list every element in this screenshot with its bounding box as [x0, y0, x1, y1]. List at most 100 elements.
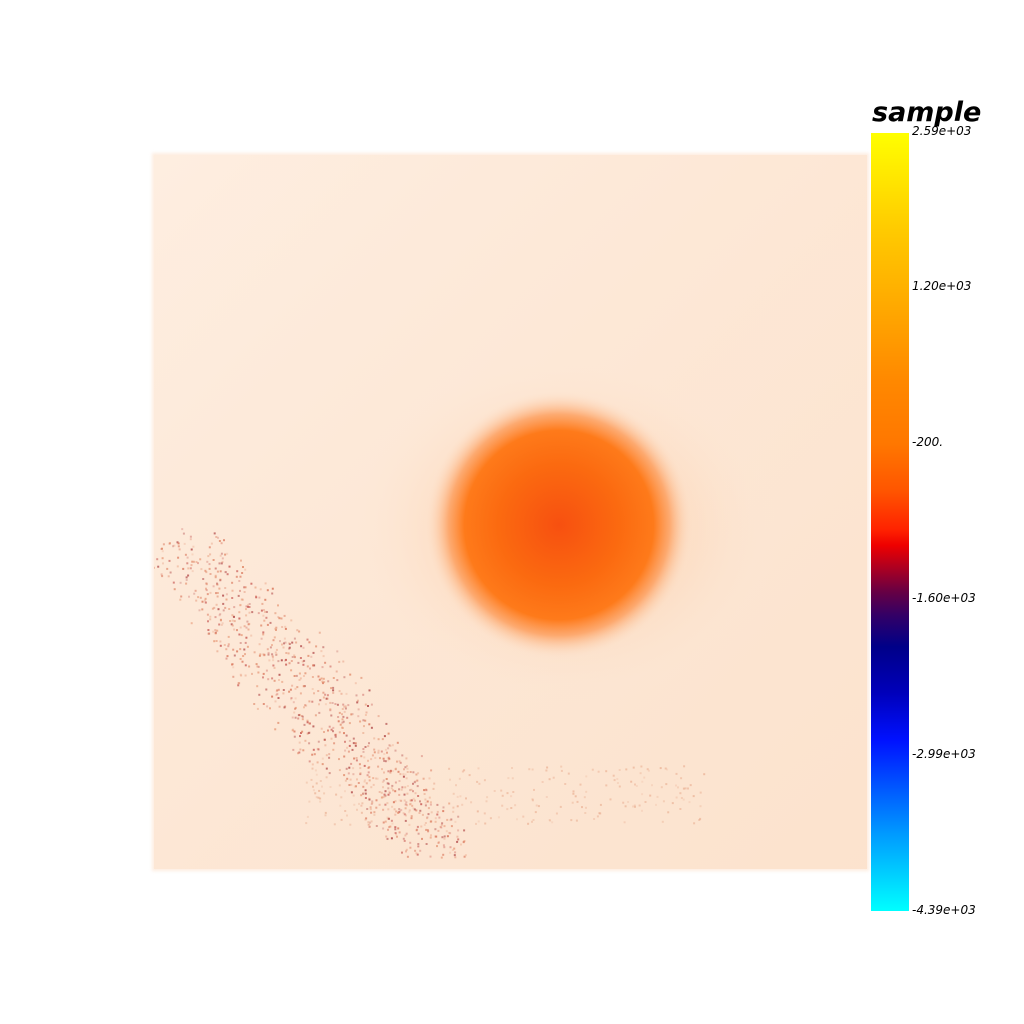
speckle — [328, 725, 331, 728]
speckle — [262, 653, 265, 656]
speckle — [457, 829, 460, 832]
speckle — [429, 820, 432, 823]
speckle — [404, 803, 407, 806]
speckle — [316, 761, 319, 764]
speckle — [430, 834, 432, 837]
speckle — [310, 778, 313, 781]
speckle — [321, 763, 324, 766]
speckle — [367, 705, 369, 707]
volume-render — [154, 155, 867, 869]
speckle — [493, 790, 496, 792]
speckle — [271, 587, 274, 590]
speckle — [209, 553, 212, 556]
speckle — [440, 824, 443, 826]
speckle — [415, 829, 418, 832]
speckle — [427, 807, 430, 810]
speckle — [226, 655, 229, 658]
speckle — [459, 795, 462, 798]
speckle — [500, 789, 503, 792]
speckle — [378, 803, 381, 806]
speckle — [206, 593, 209, 596]
speckle — [682, 787, 685, 790]
speckle — [219, 554, 222, 557]
speckle — [332, 689, 335, 692]
speckle — [322, 646, 325, 649]
speckle — [332, 730, 334, 733]
speckle — [212, 630, 215, 633]
speckle — [244, 664, 247, 667]
speckle — [355, 759, 358, 762]
speckle — [219, 618, 222, 621]
volume-image — [154, 155, 867, 869]
speckle — [300, 732, 302, 734]
speckle — [391, 805, 394, 808]
speckle — [555, 812, 558, 815]
speckle — [319, 780, 322, 782]
speckle — [332, 677, 335, 679]
speckle — [161, 550, 164, 553]
speckle — [161, 575, 164, 578]
speckle — [388, 790, 391, 793]
speckle — [634, 783, 636, 786]
speckle — [324, 703, 327, 706]
speckle — [222, 609, 225, 612]
speckle — [280, 617, 283, 620]
speckle — [449, 851, 452, 854]
speckle — [398, 799, 401, 802]
speckle — [402, 837, 405, 840]
speckle — [353, 803, 356, 806]
speckle — [283, 637, 286, 640]
speckle — [336, 650, 339, 653]
speckle — [354, 744, 357, 747]
speckle — [364, 789, 367, 792]
speckle — [320, 677, 323, 680]
speckle — [172, 581, 175, 584]
speckle — [325, 776, 328, 779]
speckle — [343, 774, 346, 777]
speckle — [430, 811, 433, 814]
speckle — [207, 632, 210, 635]
speckle — [465, 797, 467, 800]
speckle — [341, 718, 344, 721]
speckle — [417, 772, 420, 775]
speckle — [591, 768, 594, 771]
speckle — [388, 817, 390, 820]
speckle — [250, 582, 253, 585]
speckle — [551, 821, 554, 824]
speckle — [288, 690, 291, 693]
speckle — [198, 609, 201, 612]
speckle — [432, 787, 435, 790]
speckle — [618, 785, 621, 788]
speckle — [214, 574, 217, 577]
speckle — [348, 722, 351, 725]
speckle — [510, 807, 513, 809]
speckle — [546, 766, 549, 769]
speckle — [456, 835, 459, 838]
speckle — [279, 640, 281, 643]
speckle — [326, 697, 329, 700]
speckle — [457, 815, 460, 818]
speckle — [221, 560, 224, 563]
speckle — [435, 835, 438, 838]
speckle — [424, 789, 427, 792]
speckle — [225, 657, 228, 660]
speckle — [348, 739, 351, 742]
speckle — [329, 786, 332, 788]
speckle — [367, 823, 370, 826]
speckle — [189, 567, 192, 570]
speckle — [545, 769, 548, 772]
speckle — [231, 597, 234, 599]
speckle — [585, 806, 587, 809]
speckle — [454, 820, 457, 823]
speckle — [197, 562, 199, 565]
speckle — [300, 715, 303, 718]
speckle — [342, 720, 345, 723]
speckle — [335, 793, 338, 796]
speckle — [326, 694, 329, 697]
speckle — [236, 629, 238, 632]
speckle — [205, 587, 207, 590]
speckle — [305, 704, 308, 707]
speckle — [314, 769, 317, 772]
speckle — [416, 779, 419, 782]
